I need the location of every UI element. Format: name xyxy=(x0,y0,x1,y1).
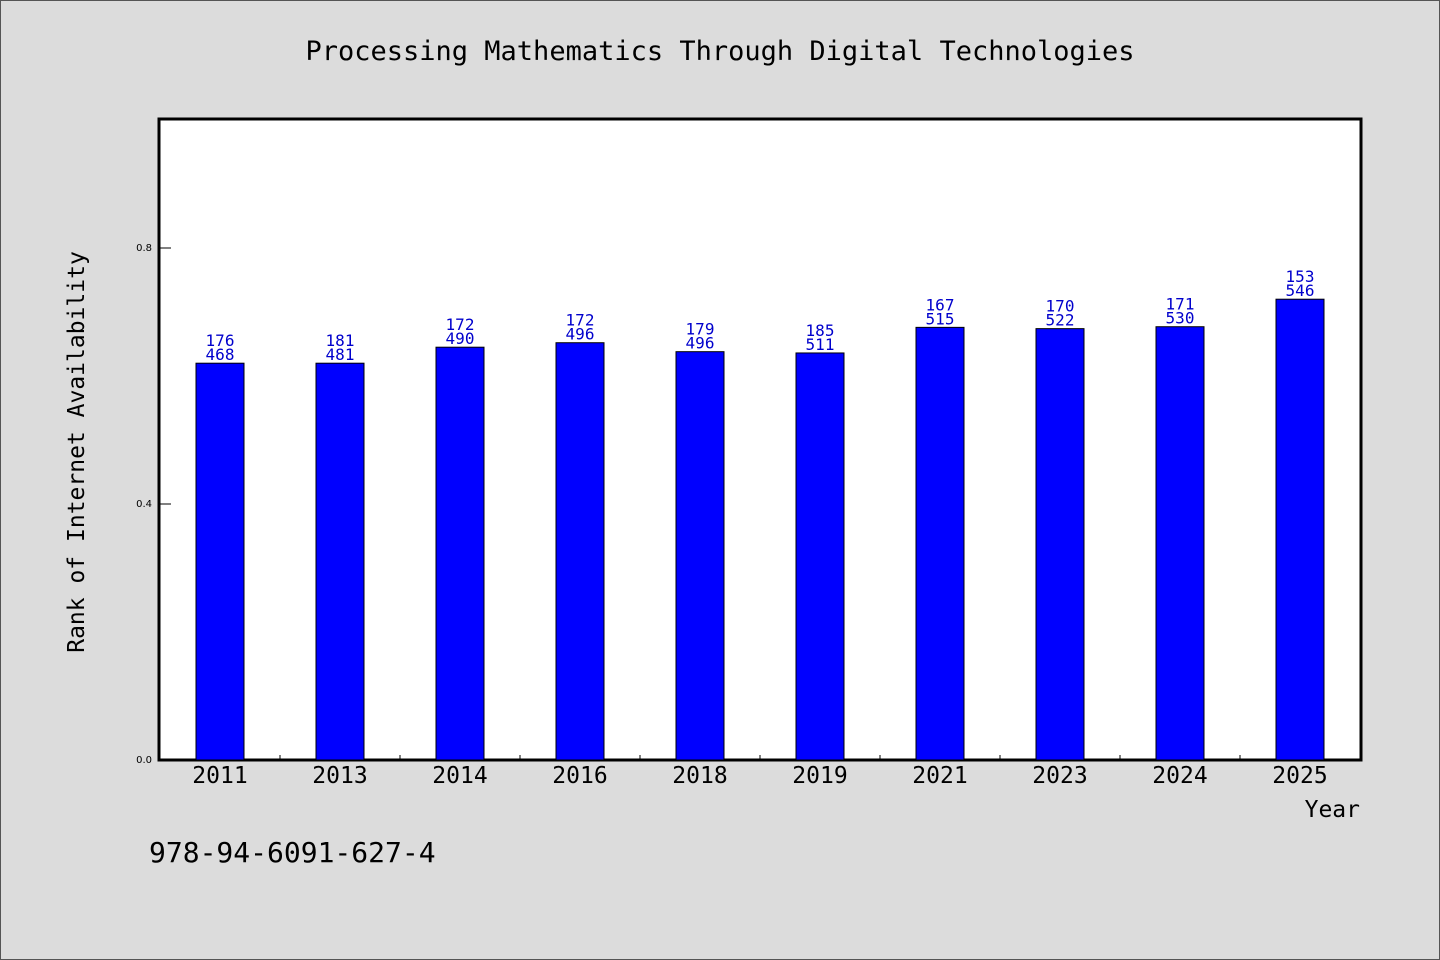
isbn-footer: 978-94-6091-627-4 xyxy=(149,836,436,869)
data-label-bottom-2013: 481 xyxy=(326,345,355,364)
data-label-bottom-2024: 530 xyxy=(1166,309,1195,328)
data-label-bottom-2019: 511 xyxy=(806,335,835,354)
data-label-top-2023: 170 xyxy=(1046,297,1075,316)
x-axis-ticks: 2011 2013 2014 2016 2018 2019 2021 2023 2024 2025 xyxy=(192,755,1328,789)
chart-title: Processing Mathematics Through Digital T… xyxy=(305,36,1134,67)
x-tick-label-2013: 2013 xyxy=(312,763,367,789)
bar-2024 xyxy=(1155,326,1205,761)
bar-2025 xyxy=(1275,298,1325,761)
bar-2011 xyxy=(195,362,245,761)
x-tick-label-2018: 2018 xyxy=(672,763,727,789)
data-label-bottom-2025: 546 xyxy=(1286,281,1315,300)
x-tick-label-2023: 2023 xyxy=(1032,763,1087,789)
bar-2014 xyxy=(435,346,485,761)
x-tick-label-2016: 2016 xyxy=(552,763,607,789)
data-label-bottom-2014: 490 xyxy=(446,329,475,348)
data-label-top-2024: 171 xyxy=(1166,295,1195,314)
data-label-bottom-2021: 515 xyxy=(926,309,955,328)
x-tick-label-2014: 2014 xyxy=(432,763,487,789)
data-label-top-2021: 167 xyxy=(926,295,955,314)
x-tick-label-2011: 2011 xyxy=(192,763,247,789)
x-tick-label-2021: 2021 xyxy=(912,763,967,789)
y-axis-ticks: 0.0 0.4 0.8 xyxy=(136,243,171,766)
y-axis-title: Rank of Internet Availability xyxy=(64,251,90,653)
data-label-top-2025: 153 xyxy=(1286,267,1315,286)
x-tick-label-2019: 2019 xyxy=(792,763,847,789)
x-tick-label-2024: 2024 xyxy=(1152,763,1207,789)
x-axis-title: Year xyxy=(1305,797,1360,823)
data-label-bottom-2018: 496 xyxy=(686,334,715,353)
data-label-top-2014: 172 xyxy=(446,315,475,334)
bar-2023 xyxy=(1035,328,1085,761)
data-label-top-2018: 179 xyxy=(686,320,715,339)
bar-2019 xyxy=(795,352,845,761)
bar-2016 xyxy=(555,342,605,761)
data-label-top-2019: 185 xyxy=(806,321,835,340)
data-label-top-2016: 172 xyxy=(566,311,595,330)
data-label-top-2013: 181 xyxy=(326,331,355,350)
data-label-bottom-2023: 522 xyxy=(1046,311,1075,330)
data-label-bottom-2011: 468 xyxy=(206,345,235,364)
bars-group xyxy=(195,298,1325,761)
y-tick-label-0.8: 0.8 xyxy=(136,243,152,254)
data-label-top-2011: 176 xyxy=(206,331,235,350)
y-tick-label-0.0: 0.0 xyxy=(136,755,152,766)
x-tick-label-2025: 2025 xyxy=(1272,763,1327,789)
bar-2021 xyxy=(915,326,965,761)
bar-2018 xyxy=(675,351,725,761)
data-label-bottom-2016: 496 xyxy=(566,325,595,344)
bar-2013 xyxy=(315,362,365,761)
y-tick-label-0.4: 0.4 xyxy=(136,499,152,510)
